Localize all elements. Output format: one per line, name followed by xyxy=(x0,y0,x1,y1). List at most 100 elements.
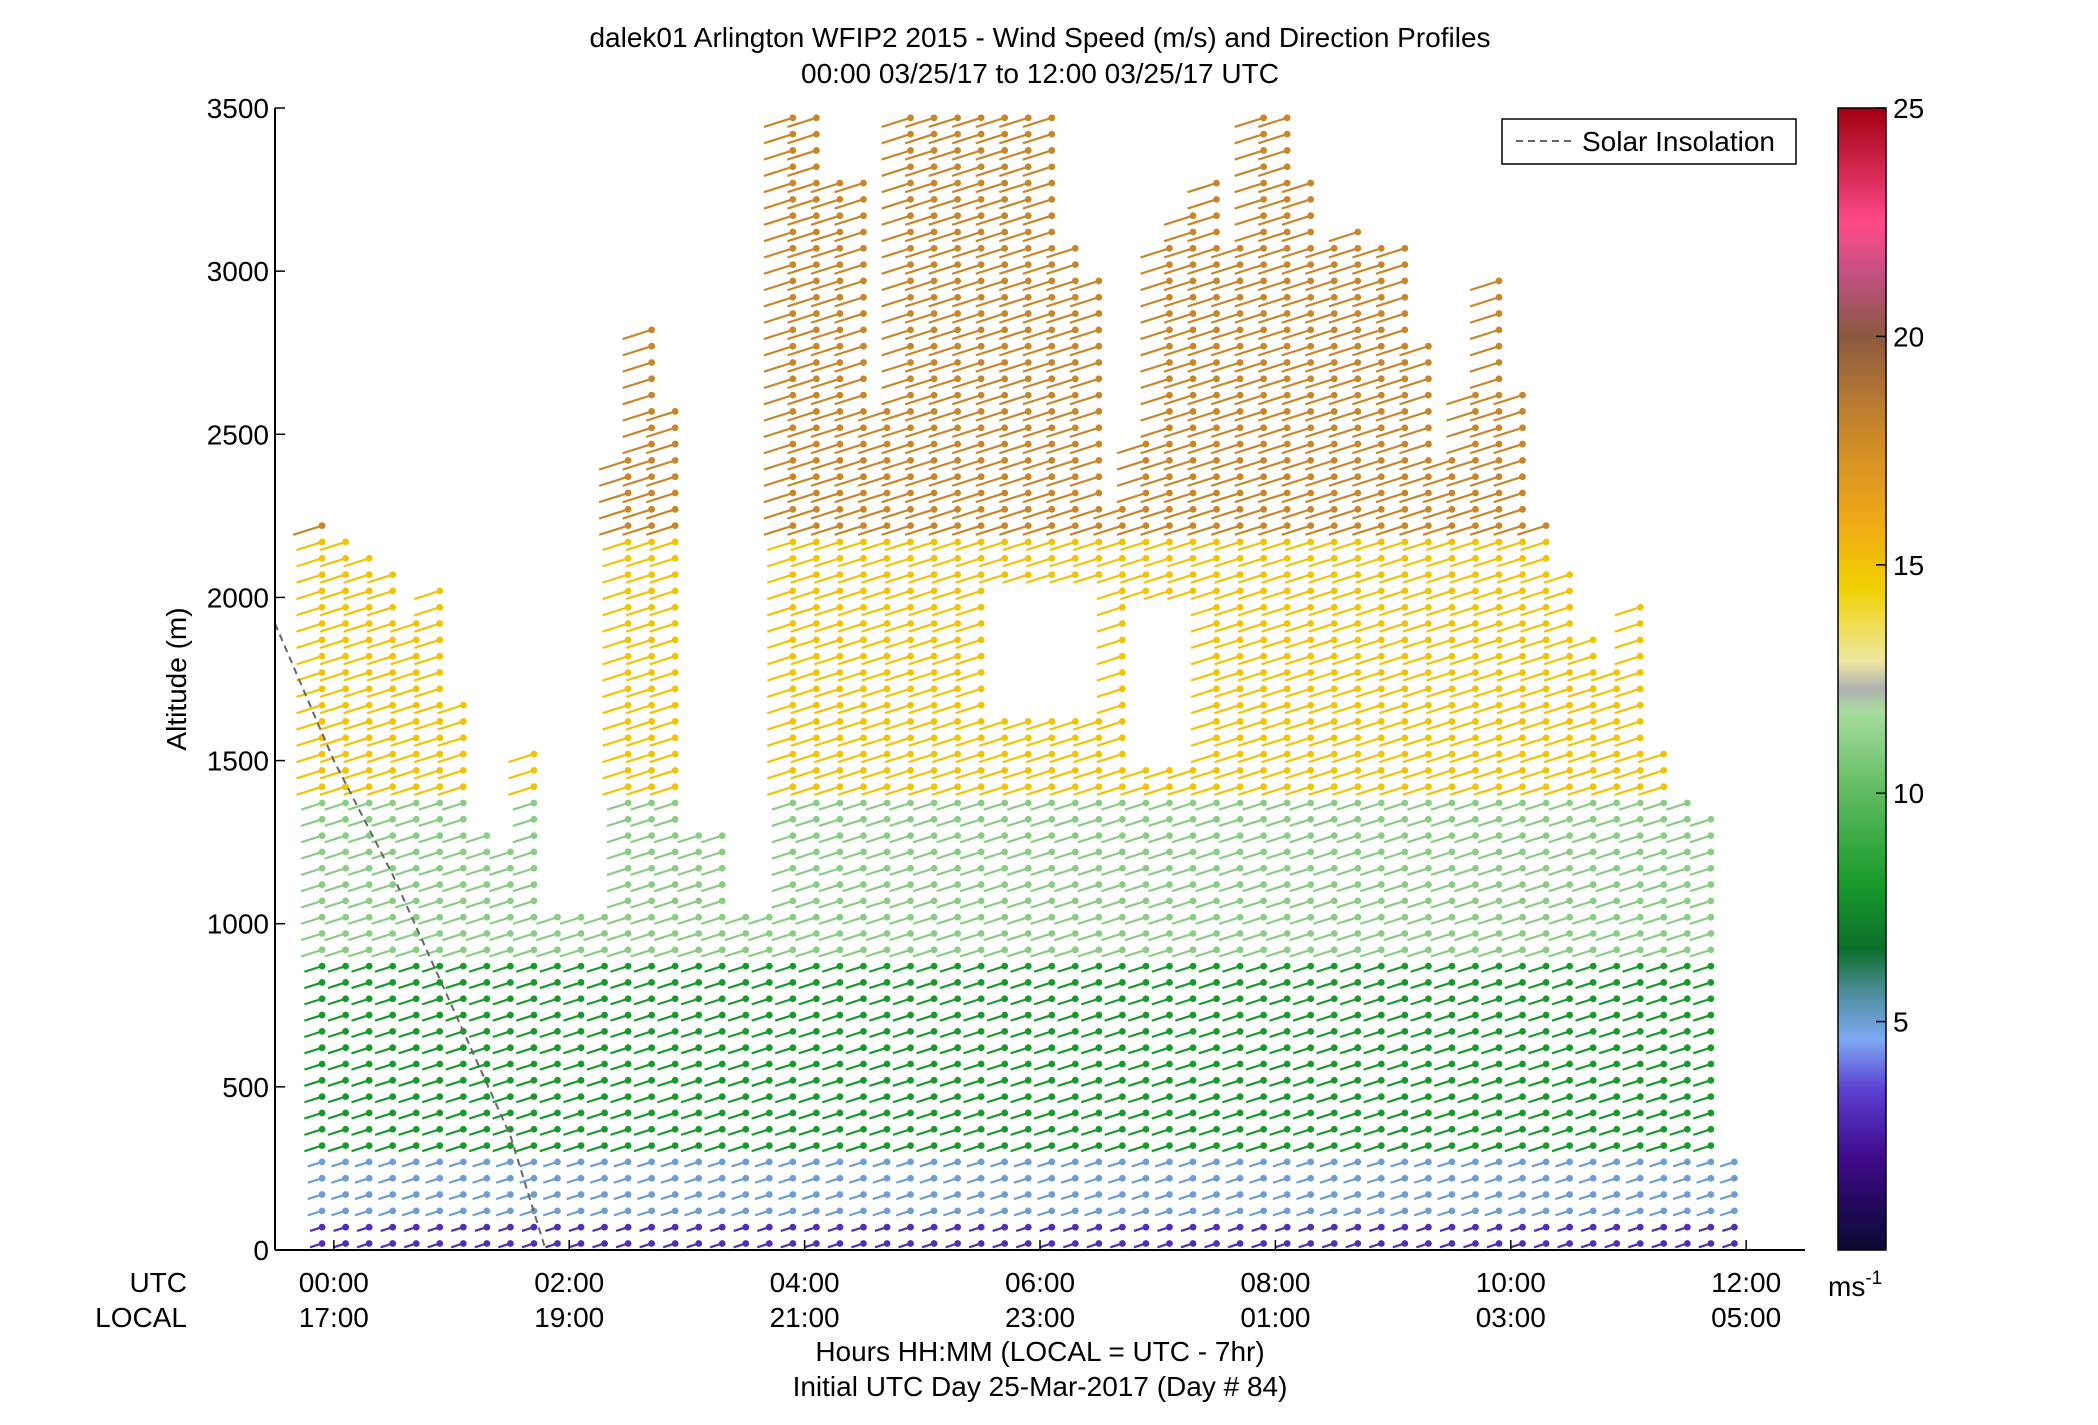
barb-shaft xyxy=(766,638,794,650)
barb-tip xyxy=(671,848,679,856)
barb-tip xyxy=(1142,930,1150,937)
barb-shaft xyxy=(904,410,935,422)
barb-tip xyxy=(1024,832,1032,840)
barb-tip xyxy=(789,962,797,970)
barb-tip xyxy=(1213,995,1220,1003)
barb-tip xyxy=(860,832,867,840)
barb-tip xyxy=(342,766,350,774)
barb-shaft xyxy=(1006,834,1029,844)
barb-shaft xyxy=(1187,410,1217,422)
barb-tip xyxy=(1354,456,1362,464)
barb-tip xyxy=(1166,913,1173,921)
barb-shaft xyxy=(884,720,911,731)
barb-tip xyxy=(1166,1223,1173,1231)
barb-tip xyxy=(577,1044,585,1052)
barb-tip xyxy=(1118,946,1126,954)
barb-tip xyxy=(1001,473,1009,481)
barb-tip xyxy=(1048,391,1056,399)
barb-shaft xyxy=(881,279,911,292)
barb-tip xyxy=(1095,505,1103,513)
barb-tip xyxy=(1260,1240,1268,1247)
barb-tip xyxy=(1330,832,1338,840)
barb-shaft xyxy=(810,312,841,324)
barb-tip xyxy=(1283,1109,1291,1117)
barb-tip xyxy=(1260,228,1268,236)
barb-tip xyxy=(812,1158,820,1166)
barb-tip xyxy=(365,1207,373,1215)
barb-tip xyxy=(1307,1076,1315,1084)
barb-shaft xyxy=(602,769,629,780)
barb-shaft xyxy=(763,312,794,324)
barb-shaft xyxy=(998,394,1029,406)
barb-shaft xyxy=(1006,932,1029,942)
barb-shaft xyxy=(1218,850,1241,860)
barb-tip xyxy=(1048,408,1056,415)
barb-tip xyxy=(812,930,820,937)
barb-shaft xyxy=(747,932,770,942)
barb-tip xyxy=(648,718,656,725)
barb-tip xyxy=(1236,766,1244,774)
barb-tip xyxy=(1330,1240,1338,1247)
barb-tip xyxy=(1189,979,1197,986)
barb-tip xyxy=(765,962,773,970)
barb-tip xyxy=(601,1060,608,1068)
barb-tip xyxy=(883,913,891,921)
barb-tip xyxy=(695,864,703,872)
barb-tip xyxy=(718,979,726,986)
barb-shaft xyxy=(889,850,911,860)
barb-shaft xyxy=(1096,540,1123,552)
barb-tip xyxy=(1024,473,1032,481)
barb-tip xyxy=(1472,946,1479,954)
barb-tip xyxy=(1166,1076,1173,1084)
barb-shaft xyxy=(1140,345,1170,357)
barb-shaft xyxy=(606,850,629,860)
barb-shaft xyxy=(296,622,323,633)
barb-shaft xyxy=(413,769,441,780)
barb-tip xyxy=(1354,244,1362,252)
barb-tip xyxy=(812,718,820,725)
barb-tip xyxy=(1189,1027,1197,1035)
barb-shaft xyxy=(861,557,888,568)
barb-tip xyxy=(342,1207,350,1215)
barb-tip xyxy=(389,864,397,872)
barb-tip xyxy=(1024,456,1032,464)
barb-tip xyxy=(436,1191,444,1198)
barb-tip xyxy=(1048,179,1056,187)
barb-tip xyxy=(342,1044,350,1052)
barb-tip xyxy=(860,228,867,236)
barb-tip xyxy=(671,669,679,676)
barb-tip xyxy=(1024,1060,1032,1068)
barb-tip xyxy=(836,228,844,236)
barb-tip xyxy=(695,897,703,905)
barb-tip xyxy=(789,603,797,611)
barb-shaft xyxy=(1030,948,1053,958)
barb-shaft xyxy=(1210,491,1241,504)
barb-tip xyxy=(1377,881,1385,888)
barb-shaft xyxy=(837,638,864,650)
barb-tip xyxy=(1283,832,1291,840)
barb-tip xyxy=(1142,1191,1150,1198)
barb-tip xyxy=(1401,408,1409,415)
barb-tip xyxy=(1189,1142,1197,1149)
barb-tip xyxy=(1401,554,1409,562)
barb-tip xyxy=(907,620,914,627)
barb-shaft xyxy=(625,769,652,780)
barb-tip xyxy=(530,1011,538,1019)
barb-shaft xyxy=(928,443,958,455)
barb-tip xyxy=(1260,750,1268,758)
barb-shaft xyxy=(814,704,841,715)
barb-shaft xyxy=(1069,475,1100,487)
barb-shaft xyxy=(413,752,441,764)
barb-tip xyxy=(365,946,373,954)
barb-tip xyxy=(789,685,797,693)
barb-tip xyxy=(836,408,844,415)
barb-shaft xyxy=(1002,557,1029,568)
barb-tip xyxy=(1260,1174,1268,1182)
barb-tip xyxy=(1118,1125,1126,1133)
barb-shaft xyxy=(928,296,958,308)
barb-tip xyxy=(1330,799,1338,807)
barb-tip xyxy=(1354,587,1362,595)
barb-shaft xyxy=(1046,394,1076,406)
barb-tip xyxy=(671,815,679,823)
barb-tip xyxy=(1095,897,1103,905)
